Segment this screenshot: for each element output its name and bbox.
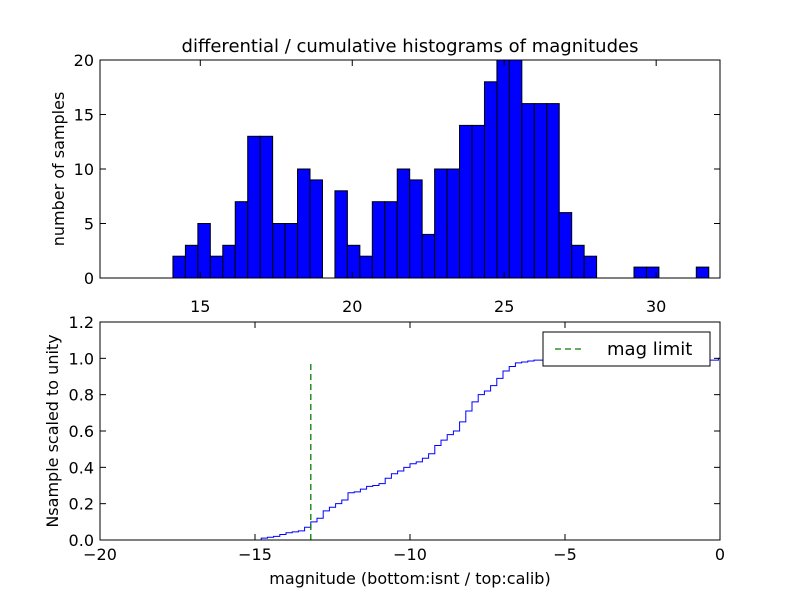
histogram-bar xyxy=(309,179,323,279)
histogram-bar xyxy=(222,244,236,279)
histogram-bar xyxy=(284,223,299,279)
histogram-bar xyxy=(695,266,710,279)
histogram-xtick-label: 30 xyxy=(646,297,666,316)
histogram-bar xyxy=(459,124,473,279)
histogram-bar xyxy=(172,255,186,279)
histogram-panel: differential / cumulative histograms of … xyxy=(49,36,721,316)
histogram-bar xyxy=(434,168,448,279)
histogram-bar xyxy=(334,190,348,279)
histogram-bar xyxy=(521,103,535,279)
cumulative-xlabel: magnitude (bottom:isnt / top:calib) xyxy=(269,569,550,588)
cumulative-ytick-label: 0.0 xyxy=(69,531,94,550)
histogram-ytick-label: 15 xyxy=(74,106,94,125)
cumulative-ticks: −20 −15 −10 −5 0 0.0 0.2 0.4 0.6 0.8 1.0 1.2 xyxy=(69,313,726,564)
cumulative-panel: Nsample scaled to unity magnitude (botto… xyxy=(43,313,725,588)
histogram-bar xyxy=(272,223,286,279)
histogram-bar xyxy=(583,255,598,279)
cumulative-ytick-label: 0.6 xyxy=(69,422,94,441)
histogram-bar xyxy=(197,223,211,279)
histogram-bar xyxy=(259,135,274,279)
histogram-bar xyxy=(508,59,523,279)
cumulative-xtick-label: −5 xyxy=(553,545,577,564)
histogram-ytick-label: 10 xyxy=(74,160,94,179)
histogram-bar xyxy=(483,81,498,279)
histogram-bar xyxy=(346,244,361,279)
cumulative-axes-frame xyxy=(99,321,721,541)
histogram-bar xyxy=(384,201,398,279)
cumulative-xtick-label: −20 xyxy=(83,545,117,564)
cumulative-ytick-label: 1.0 xyxy=(69,349,94,368)
cumulative-xtick-label: −10 xyxy=(393,545,427,564)
histogram-bar xyxy=(471,124,485,279)
histogram-bar xyxy=(247,135,261,279)
histogram-bar xyxy=(359,255,373,279)
histogram-bar xyxy=(371,201,386,279)
cumulative-ytick-label: 0.2 xyxy=(69,495,94,514)
histogram-bar xyxy=(558,212,573,279)
histogram-bar xyxy=(421,233,436,279)
histogram-xtick-label: 20 xyxy=(342,297,362,316)
histogram-bar xyxy=(496,59,510,279)
histogram-ylabel: number of samples xyxy=(49,92,68,247)
histogram-bar xyxy=(396,168,411,279)
histogram-xtick-label: 15 xyxy=(190,297,210,316)
histogram-bar xyxy=(546,103,560,279)
histogram-bar xyxy=(409,179,423,279)
histogram-bar xyxy=(571,244,585,279)
histogram-title: differential / cumulative histograms of … xyxy=(182,36,639,57)
legend-mag-limit-label: mag limit xyxy=(607,339,692,360)
histogram-bar xyxy=(533,103,548,279)
histogram-xtick-label: 25 xyxy=(494,297,514,316)
histogram-bar xyxy=(184,244,199,279)
histogram-bar xyxy=(446,168,461,279)
histogram-ytick-label: 5 xyxy=(84,215,94,234)
histogram-bar xyxy=(297,168,311,279)
cumulative-ytick-label: 0.8 xyxy=(69,386,94,405)
histogram-ytick-label: 0 xyxy=(84,269,94,288)
cumulative-ytick-label: 0.4 xyxy=(69,458,94,477)
histogram-axes-frame xyxy=(99,59,721,279)
cumulative-ylabel: Nsample scaled to unity xyxy=(43,334,62,527)
cumulative-xtick-label: 0 xyxy=(715,545,725,564)
cumulative-xtick-label: −15 xyxy=(238,545,272,564)
cumulative-ytick-label: 1.2 xyxy=(69,313,94,332)
cumulative-plot-lines xyxy=(100,357,721,541)
histogram-bar xyxy=(234,201,249,279)
histogram-bars xyxy=(172,59,710,279)
histogram-bar xyxy=(633,266,647,279)
histogram-bar xyxy=(209,255,224,279)
cumulative-step-line xyxy=(100,357,721,541)
legend: mag limit xyxy=(542,331,711,367)
histogram-bar xyxy=(645,266,660,279)
histogram-ytick-label: 20 xyxy=(74,51,94,70)
